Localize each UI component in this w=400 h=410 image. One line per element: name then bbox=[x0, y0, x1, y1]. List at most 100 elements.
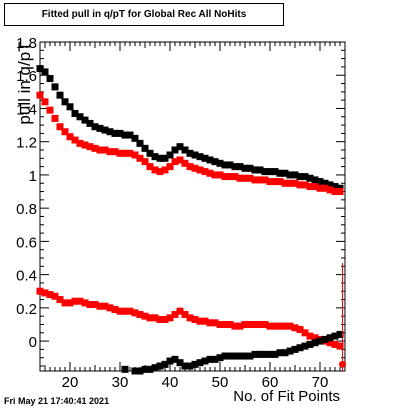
x-tick-label: 30 bbox=[112, 374, 129, 391]
series-1-point bbox=[276, 169, 284, 177]
series-1-point bbox=[166, 151, 174, 159]
series-1-point bbox=[86, 119, 94, 127]
series-1-point bbox=[56, 91, 64, 99]
series-2-point bbox=[336, 188, 344, 196]
series-4-point bbox=[171, 355, 179, 363]
series-3-point bbox=[261, 320, 269, 328]
series-2-point bbox=[111, 148, 119, 156]
series-3-point bbox=[86, 301, 94, 309]
series-4-point bbox=[216, 354, 224, 362]
series-4-point bbox=[296, 344, 304, 352]
series-3-point bbox=[116, 307, 124, 315]
series-1-point bbox=[66, 103, 74, 111]
series-1-point bbox=[151, 153, 159, 161]
series-1-point bbox=[221, 161, 229, 169]
series-3-point bbox=[46, 291, 54, 299]
series-1-point bbox=[241, 164, 249, 172]
series-4-point bbox=[221, 352, 229, 360]
series-4-point bbox=[191, 360, 199, 368]
series-2-point bbox=[321, 184, 329, 192]
y-tick-label: 1 bbox=[29, 168, 37, 185]
series-2-point bbox=[106, 148, 114, 156]
series-2-point bbox=[256, 176, 264, 184]
series-2-point bbox=[186, 163, 194, 171]
series-3-point bbox=[306, 332, 314, 340]
series-4-point bbox=[246, 352, 254, 360]
series-4-point bbox=[146, 365, 154, 373]
series-1-point bbox=[156, 154, 164, 162]
series-1-point bbox=[206, 156, 214, 164]
series-2-point bbox=[191, 164, 199, 172]
series-3-point bbox=[276, 322, 284, 330]
series-2-point bbox=[311, 183, 319, 191]
series-1-point bbox=[111, 129, 119, 137]
series-2-point bbox=[221, 173, 229, 181]
series-3-point bbox=[191, 315, 199, 323]
series-4-point bbox=[301, 342, 309, 350]
series-2-point bbox=[71, 136, 79, 144]
series-1-point bbox=[141, 144, 149, 152]
series-2-point bbox=[231, 173, 239, 181]
series-1-point bbox=[41, 68, 49, 76]
series-2-point bbox=[116, 149, 124, 157]
plot-frame bbox=[39, 41, 346, 372]
series-4-point bbox=[121, 365, 129, 373]
series-3-point bbox=[136, 311, 144, 319]
series-4-point bbox=[161, 360, 169, 368]
series-3-point bbox=[231, 322, 239, 330]
series-1-point bbox=[231, 163, 239, 171]
series-1-point bbox=[46, 75, 54, 83]
series-4-point bbox=[201, 357, 209, 365]
series-3-point bbox=[141, 312, 149, 320]
series-2-point bbox=[211, 171, 219, 179]
series-1-point bbox=[121, 131, 129, 139]
series-2-point bbox=[156, 168, 164, 176]
series-2-point bbox=[251, 176, 259, 184]
series-1-point bbox=[101, 126, 109, 134]
series-2-point bbox=[51, 114, 59, 122]
series-1-point bbox=[261, 168, 269, 176]
series-4-point bbox=[251, 350, 259, 358]
series-4-point bbox=[326, 334, 334, 342]
series-3-point bbox=[131, 309, 139, 317]
series-3-point bbox=[296, 325, 304, 333]
series-1-point bbox=[256, 166, 264, 174]
series-2-point bbox=[281, 179, 289, 187]
series-2-point bbox=[36, 91, 44, 99]
y-axis-label: pull in q/pT bbox=[15, 41, 34, 125]
series-2-point bbox=[61, 128, 69, 136]
series-3-point bbox=[41, 289, 49, 297]
y-tick-label: 1.2 bbox=[16, 135, 37, 152]
series-4-point bbox=[196, 359, 204, 367]
series-3-point bbox=[91, 301, 99, 309]
series-4-point bbox=[241, 352, 249, 360]
series-1-point bbox=[106, 128, 114, 136]
series-1-point bbox=[71, 109, 79, 117]
series-4-point bbox=[166, 357, 174, 365]
series-3-point bbox=[331, 340, 339, 348]
series-4-point bbox=[331, 332, 339, 340]
series-3-point bbox=[151, 314, 159, 322]
y-tick-label: 0.2 bbox=[16, 301, 37, 318]
series-3-point bbox=[81, 299, 89, 307]
series-1-point bbox=[281, 169, 289, 177]
series-4-point bbox=[186, 362, 194, 370]
series-2-point bbox=[76, 139, 84, 147]
series-2-point bbox=[301, 181, 309, 189]
series-2-point bbox=[201, 168, 209, 176]
series-4-point bbox=[136, 367, 144, 375]
series-2-point bbox=[91, 144, 99, 152]
series-3-point bbox=[181, 311, 189, 319]
series-1-point bbox=[271, 168, 279, 176]
date-stamp: Fri May 21 17:40:41 2021 bbox=[4, 396, 110, 406]
series-2-point bbox=[331, 188, 339, 196]
series-4-point bbox=[151, 364, 159, 372]
series-2-point bbox=[101, 146, 109, 154]
series-4-point bbox=[156, 362, 164, 370]
series-1-point bbox=[76, 113, 84, 121]
series-2-point bbox=[96, 146, 104, 154]
series-3-point bbox=[206, 319, 214, 327]
x-tick-label: 50 bbox=[212, 374, 229, 391]
series-2-point bbox=[136, 154, 144, 162]
series-1-point bbox=[81, 116, 89, 124]
